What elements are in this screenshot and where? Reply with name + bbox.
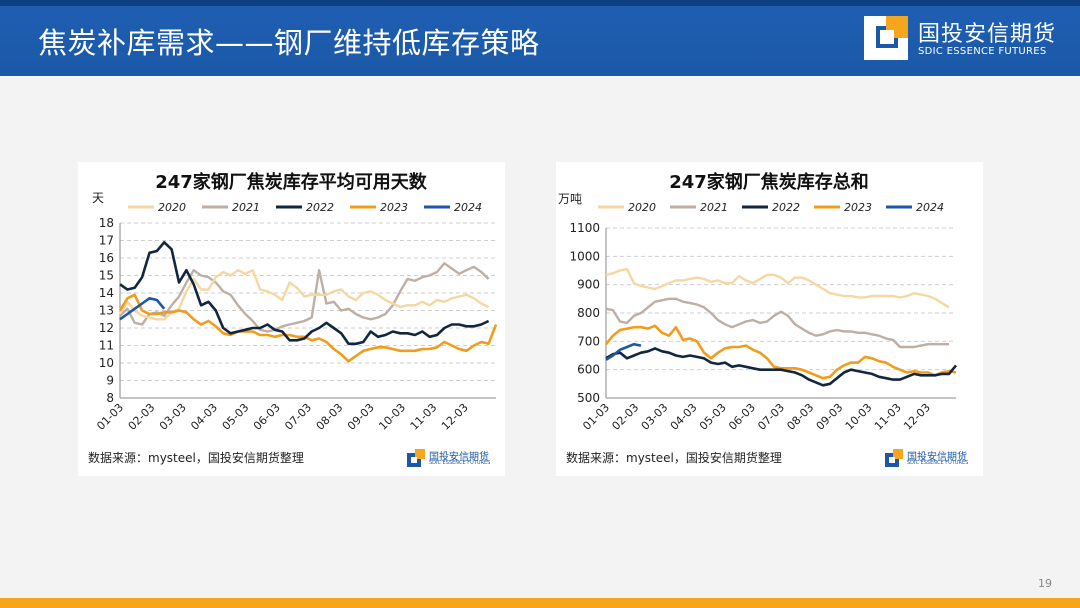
bottom-accent-bar [0, 598, 1080, 608]
x-tick-label: 08-03 [314, 401, 346, 433]
mini-logo-cn: 国投安信期货 [907, 452, 967, 463]
series-line-2024 [605, 342, 642, 361]
x-tick-label: 05-03 [220, 401, 252, 433]
y-tick-label: 600 [577, 363, 600, 377]
x-tick-label: 08-03 [784, 401, 816, 433]
y-tick-label: 8 [106, 391, 114, 405]
series-line-2021 [119, 262, 490, 333]
x-tick-label: 10-03 [376, 401, 408, 433]
y-tick-label: 11 [99, 339, 114, 353]
slide-header: 焦炭补库需求——钢厂维持低库存策略 国投安信期货 SDIC ESSENCE FU… [0, 0, 1080, 76]
x-tick-label: 01-03 [94, 401, 126, 433]
mini-logo-cn: 国投安信期货 [429, 452, 489, 463]
legend-label-2023: 2023 [380, 201, 408, 214]
y-tick-label: 13 [99, 304, 114, 318]
chart-mini-logo: 国投安信期货 SDIC ESSENCE FUTURES [407, 448, 497, 470]
x-tick-label: 06-03 [251, 401, 283, 433]
legend-label-2021: 2021 [232, 201, 260, 214]
y-tick-label: 1100 [569, 221, 600, 235]
y-tick-label: 15 [99, 269, 114, 283]
brand-name-cn: 国投安信期货 [918, 22, 1057, 47]
slide-title: 焦炭补库需求——钢厂维持低库存策略 [38, 26, 540, 60]
chart-mini-logo: 国投安信期货 SDIC ESSENCE FUTURES [885, 448, 975, 470]
series-line-2023 [604, 324, 957, 380]
y-tick-label: 12 [99, 321, 114, 335]
page-number: 19 [1038, 577, 1052, 590]
y-tick-label: 17 [99, 234, 114, 248]
chart-panel-total: 247家钢厂焦炭库存总和万吨 2020 2021 2022 2023 2024 500 600… [556, 162, 983, 476]
x-tick-label: 02-03 [609, 401, 641, 433]
brand-name-en: SDIC ESSENCE FUTURES [918, 46, 1047, 57]
y-axis-label: 天 [92, 191, 104, 205]
legend-label-2023: 2023 [844, 201, 872, 214]
series-line-2021 [605, 297, 949, 349]
legend-label-2024: 2024 [454, 201, 482, 214]
chart-title: 247家钢厂焦炭库存总和 [669, 171, 869, 193]
x-tick-label: 07-03 [282, 401, 314, 433]
mini-logo-icon [885, 449, 903, 467]
legend-label-2020: 2020 [628, 201, 656, 214]
y-tick-label: 14 [99, 286, 114, 300]
y-tick-label: 16 [99, 251, 114, 265]
chart-title: 247家钢厂焦炭库存平均可用天数 [155, 171, 428, 193]
y-tick-label: 800 [577, 306, 600, 320]
x-tick-label: 11-03 [872, 401, 904, 433]
series-line-2022 [119, 241, 490, 346]
y-tick-label: 700 [577, 334, 600, 348]
x-tick-label: 12-03 [901, 401, 933, 433]
y-tick-label: 900 [577, 278, 600, 292]
legend-label-2021: 2021 [700, 201, 728, 214]
y-tick-label: 500 [577, 391, 600, 405]
y-axis-label: 万吨 [558, 192, 582, 206]
y-tick-label: 1000 [569, 249, 600, 263]
x-tick-label: 03-03 [639, 401, 671, 433]
y-tick-label: 9 [106, 374, 114, 388]
chart-source-note: 数据来源：mysteel，国投安信期货整理 [88, 451, 304, 465]
x-tick-label: 06-03 [726, 401, 758, 433]
x-tick-label: 03-03 [157, 401, 189, 433]
chart-panel-days: 247家钢厂焦炭库存平均可用天数天 2020 2021 2022 2023 2024 8 9 1… [78, 162, 505, 476]
y-tick-label: 10 [99, 356, 114, 370]
chart-source-note: 数据来源：mysteel，国投安信期货整理 [566, 451, 782, 465]
x-tick-label: 09-03 [345, 401, 377, 433]
x-tick-label: 10-03 [843, 401, 875, 433]
series-line-2022 [605, 347, 958, 387]
x-tick-label: 07-03 [755, 401, 787, 433]
brand-logo-icon [864, 16, 908, 60]
x-tick-label: 12-03 [439, 401, 471, 433]
mini-logo-en: SDIC ESSENCE FUTURES [429, 460, 491, 466]
x-tick-label: 04-03 [188, 401, 220, 433]
brand-logo: 国投安信期货 SDIC ESSENCE FUTURES [864, 14, 1064, 66]
x-tick-label: 04-03 [668, 401, 700, 433]
y-tick-label: 18 [99, 216, 114, 230]
x-tick-label: 09-03 [814, 401, 846, 433]
series-line-2023 [118, 293, 498, 363]
legend-label-2022: 2022 [306, 201, 334, 214]
mini-logo-en: SDIC ESSENCE FUTURES [907, 460, 969, 466]
series-line-2020 [605, 267, 950, 309]
x-tick-label: 01-03 [580, 401, 612, 433]
legend-label-2024: 2024 [916, 201, 944, 214]
x-tick-label: 05-03 [697, 401, 729, 433]
legend-label-2020: 2020 [158, 201, 186, 214]
mini-logo-icon [407, 449, 425, 467]
x-tick-label: 02-03 [126, 401, 158, 433]
x-tick-label: 11-03 [408, 401, 440, 433]
series-line-2024 [119, 297, 166, 321]
header-top-line [0, 0, 1080, 6]
legend-label-2022: 2022 [772, 201, 800, 214]
series-line-2020 [118, 268, 490, 321]
